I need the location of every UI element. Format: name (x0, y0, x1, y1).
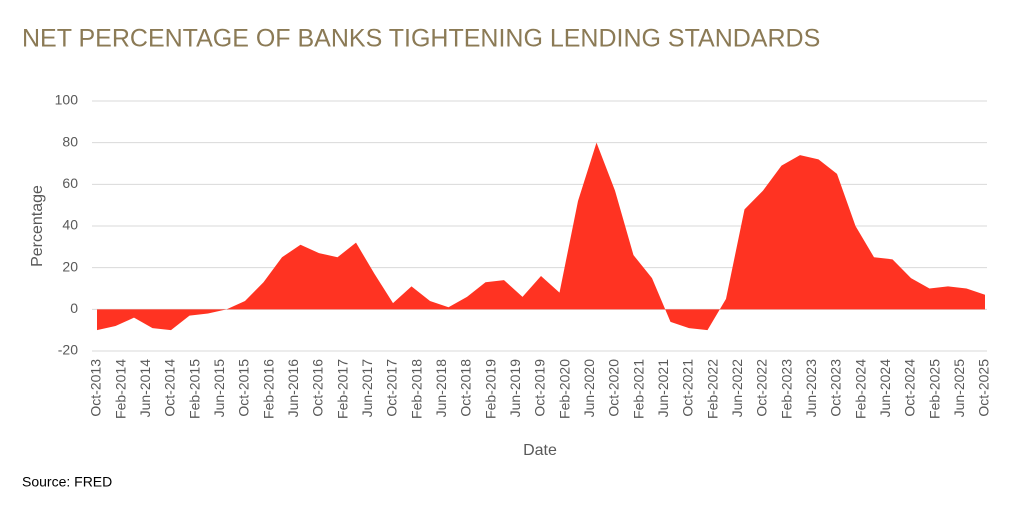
y-tick-label: -20 (58, 342, 78, 358)
x-tick-label: Jun-2015 (211, 359, 227, 418)
x-tick-label: Feb-2025 (926, 359, 942, 419)
x-tick-label: Oct-2025 (976, 359, 992, 417)
x-tick-label: Oct-2022 (754, 359, 770, 417)
x-tick-label: Jun-2016 (285, 359, 301, 418)
x-tick-label: Feb-2020 (556, 359, 572, 419)
x-tick-label: Jun-2020 (581, 359, 597, 418)
x-tick-label: Feb-2017 (334, 359, 350, 419)
x-tick-label: Feb-2018 (408, 359, 424, 419)
x-tick-label: Oct-2020 (606, 359, 622, 417)
area (97, 142, 985, 331)
y-tick-label: 60 (62, 175, 78, 191)
x-tick-label: Jun-2021 (655, 359, 671, 418)
x-tick-label: Feb-2015 (186, 359, 202, 419)
x-tick-label: Oct-2016 (310, 359, 326, 417)
x-tick-label: Oct-2023 (828, 359, 844, 417)
x-axis-title: Date (523, 442, 557, 459)
x-tick-label: Feb-2021 (630, 359, 646, 419)
source: Source: FRED (22, 474, 112, 490)
y-axis-title: Percentage (29, 185, 46, 267)
x-tick-label: Jun-2019 (507, 359, 523, 418)
x-tick-label: Oct-2024 (902, 359, 918, 417)
y-tick-label: 0 (70, 300, 78, 316)
y-tick-label: 80 (62, 133, 78, 149)
x-tick-label: Feb-2016 (260, 359, 276, 419)
x-tick-label: Oct-2014 (162, 359, 178, 417)
x-tick-label: Feb-2019 (482, 359, 498, 419)
x-tick-label: Oct-2017 (384, 359, 400, 417)
x-tick-label: Feb-2024 (852, 359, 868, 419)
x-tick-label: Oct-2015 (236, 359, 252, 417)
x-tick-label: Jun-2018 (433, 359, 449, 418)
x-tick-label: Jun-2022 (729, 359, 745, 418)
x-tick-label: Oct-2019 (532, 359, 548, 417)
y-tick-label: 20 (62, 258, 78, 274)
x-tick-label: Oct-2013 (88, 359, 104, 417)
x-tick-label: Feb-2022 (704, 359, 720, 419)
x-tick-label: Jun-2017 (359, 359, 375, 418)
x-tick-label: Oct-2021 (680, 359, 696, 417)
x-tick-label: Jun-2024 (877, 359, 893, 418)
x-tick-label: Jun-2025 (951, 359, 967, 418)
chart-title: NET PERCENTAGE OF BANKS TIGHTENING LENDI… (22, 25, 820, 53)
y-tick-label: 100 (55, 92, 79, 108)
x-tick-label: Feb-2014 (112, 359, 128, 419)
x-tick-label: Jun-2014 (137, 359, 153, 418)
x-tick-label: Oct-2018 (458, 359, 474, 417)
y-tick-label: 40 (62, 217, 78, 233)
x-tick-label: Feb-2023 (778, 359, 794, 419)
x-tick-label: Jun-2023 (803, 359, 819, 418)
